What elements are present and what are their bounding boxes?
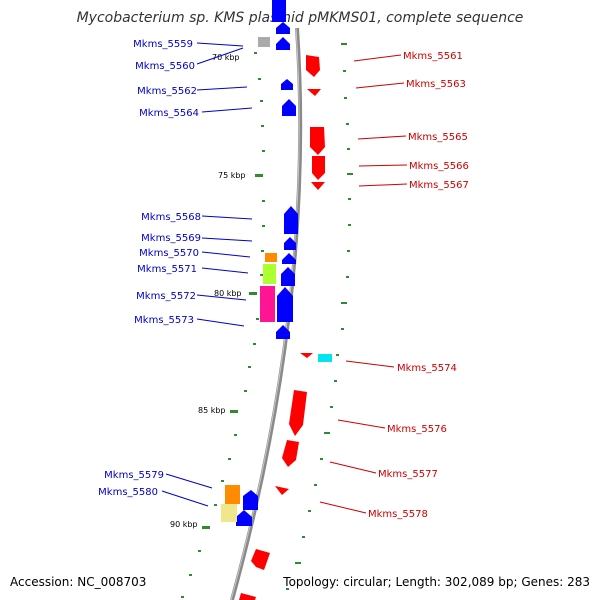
gene-5574-arrow: [300, 353, 313, 358]
gene-lower-1-arrow: [251, 549, 270, 570]
gene-5579-orange-block: [225, 485, 240, 504]
scale-label-80kbp: 80 kbp: [214, 289, 242, 298]
scale-label-90kbp: 90 kbp: [170, 520, 198, 529]
gene-5576-arrow: [289, 390, 307, 436]
gene-label-mkms-5572: Mkms_5572: [136, 291, 196, 302]
gene-5559-arrow: [276, 22, 290, 34]
gene-label-mkms-5578: Mkms_5578: [368, 509, 428, 520]
gene-5559-gray-block: [258, 37, 270, 47]
gene-label-mkms-5576: Mkms_5576: [387, 424, 447, 435]
gene-5578-arrow: [275, 486, 289, 495]
other-features: [221, 37, 332, 522]
forward-genes: [236, 0, 298, 526]
gene-5574-cyan-block: [318, 354, 332, 362]
gene-5560-arrow: [276, 37, 290, 50]
gene-label-mkms-5570: Mkms_5570: [139, 248, 199, 259]
gene-5573-arrow: [276, 325, 290, 339]
gene-label-mkms-5571: Mkms_5571: [137, 264, 197, 275]
gene-label-mkms-5560: Mkms_5560: [135, 61, 195, 72]
gene-label-mkms-5573: Mkms_5573: [134, 315, 194, 326]
gene-label-mkms-5566: Mkms_5566: [409, 161, 469, 172]
scale-label-85kbp: 85 kbp: [198, 406, 226, 415]
gene-label-mkms-5577: Mkms_5577: [378, 469, 438, 480]
gene-label-mkms-5568: Mkms_5568: [141, 212, 201, 223]
gene-5568-arrow: [284, 206, 298, 234]
scale-label-75kbp: 75 kbp: [218, 171, 246, 180]
gene-5563-arrow: [307, 89, 321, 96]
gene-5559-block: [272, 0, 286, 22]
gene-5580-arrow: [236, 510, 252, 526]
gene-label-mkms-5574: Mkms_5574: [397, 363, 457, 374]
gene-5566-arrow: [312, 156, 325, 180]
gene-5564-arrow: [282, 99, 296, 116]
gene-label-mkms-5563: Mkms_5563: [406, 79, 466, 90]
sequence-summary-text: Topology: circular; Length: 302,089 bp; …: [283, 575, 590, 589]
gene-5570-arrow: [282, 253, 296, 264]
gene-5569-arrow: [284, 237, 296, 250]
gene-5579-arrow: [243, 490, 258, 510]
gene-5567-arrow: [311, 182, 325, 190]
right-ticks: [286, 43, 353, 590]
gene-5577-arrow: [282, 440, 299, 467]
gene-5572-pink-block: [260, 286, 275, 322]
gene-label-mkms-5561: Mkms_5561: [403, 51, 463, 62]
gene-lower-2-arrow: [239, 593, 256, 600]
left-ticks: [181, 52, 265, 598]
scale-label-70kbp: 70 kbp: [212, 53, 240, 62]
accession-text: Accession: NC_008703: [10, 575, 147, 589]
gene-5580-khaki-block: [221, 504, 237, 522]
gene-5565-arrow: [310, 127, 325, 155]
gene-5570-orange-block: [265, 253, 277, 262]
gene-label-mkms-5559: Mkms_5559: [133, 39, 193, 50]
gene-label-mkms-5569: Mkms_5569: [141, 233, 201, 244]
gene-5562-arrow: [281, 79, 293, 90]
gene-label-mkms-5579: Mkms_5579: [104, 470, 164, 481]
gene-label-mkms-5562: Mkms_5562: [137, 86, 197, 97]
gene-5571-arrow: [281, 267, 295, 286]
gene-label-mkms-5565: Mkms_5565: [408, 132, 468, 143]
gene-label-mkms-5564: Mkms_5564: [139, 108, 199, 119]
reverse-genes: [239, 55, 325, 600]
gene-5561-arrow: [306, 55, 320, 77]
gene-5571-green-block: [263, 264, 276, 284]
gene-label-mkms-5567: Mkms_5567: [409, 180, 469, 191]
map-title: Mycobacterium sp. KMS plasmid pMKMS01, c…: [76, 10, 524, 26]
gene-label-mkms-5580: Mkms_5580: [98, 487, 158, 498]
gene-5572-arrow: [277, 287, 293, 322]
